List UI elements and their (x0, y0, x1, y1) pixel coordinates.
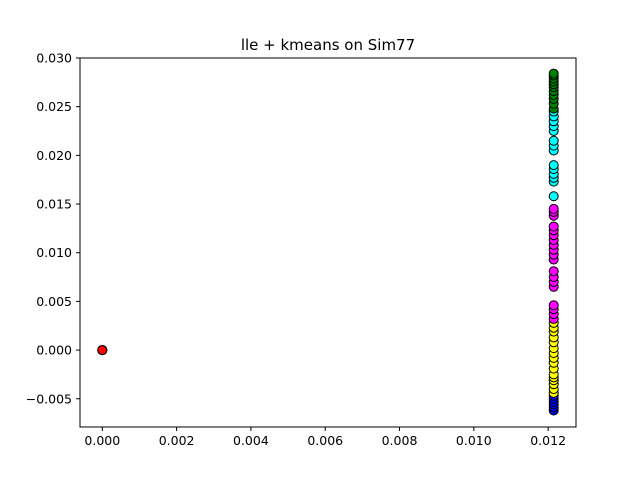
data-point (548, 160, 559, 171)
x-tick-label: 0.010 (456, 433, 492, 448)
y-tick-label: 0.015 (36, 197, 72, 212)
x-tick-label: 0.006 (307, 433, 343, 448)
y-tick-label: 0.005 (36, 294, 72, 309)
y-tick-label: 0.000 (36, 343, 72, 358)
data-point (548, 203, 559, 214)
chart-title: lle + kmeans on Sim77 (241, 36, 415, 54)
x-tick-label: 0.004 (233, 433, 269, 448)
y-tick-label: 0.025 (36, 99, 72, 114)
x-tick-label: 0.000 (84, 433, 120, 448)
y-tick-label: 0.020 (36, 148, 72, 163)
axes-layer: 0.000 0.002 0.004 0.006 0.008 0.010 0.012 −0.00… (26, 51, 577, 448)
y-tick-label: 0.030 (36, 51, 72, 66)
data-point (97, 345, 108, 356)
y-tick-label: −0.005 (26, 391, 72, 406)
data-point (548, 300, 559, 311)
data-point (548, 266, 559, 277)
data-point (548, 68, 559, 79)
x-tick-label: 0.012 (530, 433, 566, 448)
plot-frame (79, 57, 577, 428)
data-point (548, 191, 559, 202)
y-tick-label: 0.010 (36, 245, 72, 260)
data-point (548, 135, 559, 146)
data-point (548, 221, 559, 232)
x-tick-label: 0.008 (382, 433, 418, 448)
points-layer (97, 68, 559, 416)
x-tick-label: 0.002 (159, 433, 195, 448)
